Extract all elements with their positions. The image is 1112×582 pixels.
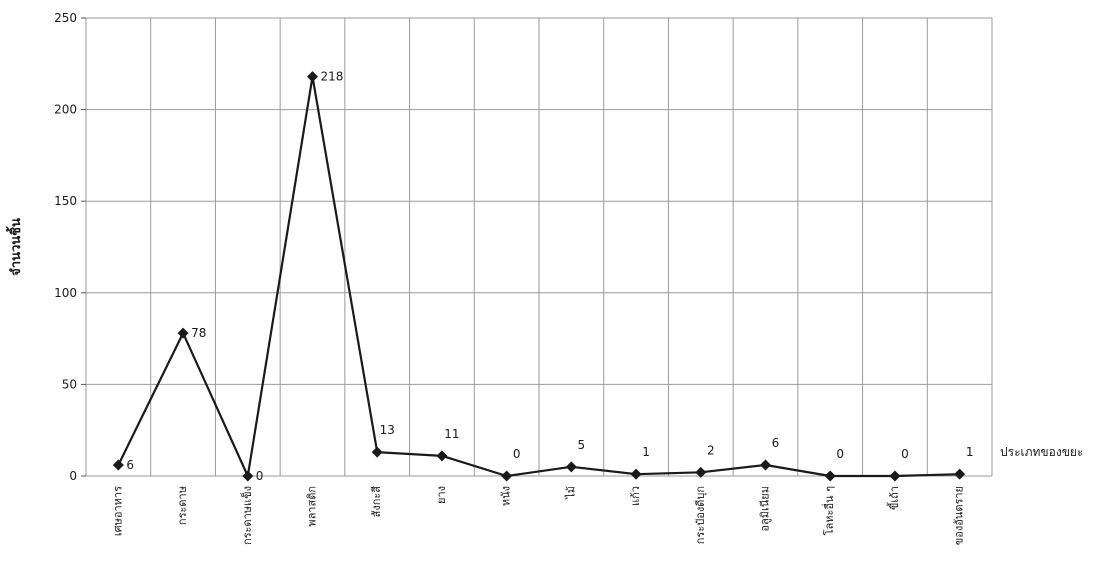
x-tick-label: อลูมิเนียม	[759, 486, 772, 532]
data-point-marker	[695, 466, 707, 478]
data-point-marker	[242, 470, 254, 482]
x-tick-label: ขี้เถ้า	[886, 486, 901, 510]
y-tick-label: 150	[54, 194, 77, 208]
y-tick-label: 50	[62, 377, 77, 391]
y-axis-title: จำนวนชิ้น	[5, 218, 24, 276]
x-tick-label: โลหะอื่น ๆ	[821, 486, 836, 535]
data-label: 0	[256, 469, 264, 483]
y-tick-label: 200	[54, 103, 77, 117]
data-label: 6	[126, 458, 134, 472]
y-axis-ticks: 0 50 100 150 200 250	[54, 11, 86, 483]
x-tick-label: ของอันตราย	[953, 486, 966, 545]
x-axis-title: ประเภทของขยะ	[1000, 445, 1083, 459]
data-label: 13	[380, 423, 395, 437]
x-tick-label: ยาง	[435, 486, 448, 504]
data-label: 1	[642, 445, 650, 459]
data-point-marker	[889, 470, 901, 482]
data-label: 78	[191, 326, 206, 340]
x-tick-label: ไม้	[564, 486, 577, 500]
data-point-marker	[501, 470, 513, 482]
data-label: 5	[578, 438, 586, 452]
data-point-marker	[307, 71, 318, 83]
x-tick-label: แก้ว	[629, 486, 642, 506]
data-point-marker	[760, 459, 771, 471]
y-tick-label: 100	[54, 286, 77, 300]
vertical-gridlines	[85, 18, 993, 476]
data-label: 0	[901, 447, 909, 461]
data-label: 0	[836, 447, 844, 461]
data-label: 11	[444, 427, 459, 441]
x-tick-label: กระดาษแข็ง	[240, 486, 254, 545]
data-label: 1	[966, 445, 974, 459]
x-tick-label: กระป๋องดีบุก	[694, 486, 707, 544]
data-label: 218	[321, 70, 344, 84]
horizontal-gridlines	[86, 17, 992, 477]
data-point-marker	[824, 470, 836, 482]
data-point-marker	[565, 461, 577, 473]
x-tick-label: กระดาษ	[176, 486, 189, 525]
data-point-marker	[177, 327, 189, 339]
x-tick-label: หนัง	[500, 486, 513, 506]
data-series	[112, 71, 966, 482]
series-line	[117, 75, 960, 478]
data-point-marker	[436, 450, 448, 462]
data-label: 2	[707, 443, 715, 457]
data-point-marker	[112, 459, 124, 471]
x-tick-label: เศษอาหาร	[111, 486, 124, 536]
data-label: 0	[513, 447, 521, 461]
y-tick-label: 0	[69, 469, 77, 483]
x-tick-label: พลาสติก	[306, 486, 319, 527]
data-point-marker	[371, 446, 383, 458]
x-tick-label: สังกะสี	[370, 486, 383, 518]
data-point-marker	[954, 468, 966, 480]
data-label: 6	[772, 436, 780, 450]
x-axis-ticks: เศษอาหาร กระดาษ กระดาษแข็ง พลาสติก สังกะสี ยา…	[111, 486, 965, 546]
data-point-marker	[630, 468, 642, 480]
y-tick-label: 250	[54, 11, 77, 25]
